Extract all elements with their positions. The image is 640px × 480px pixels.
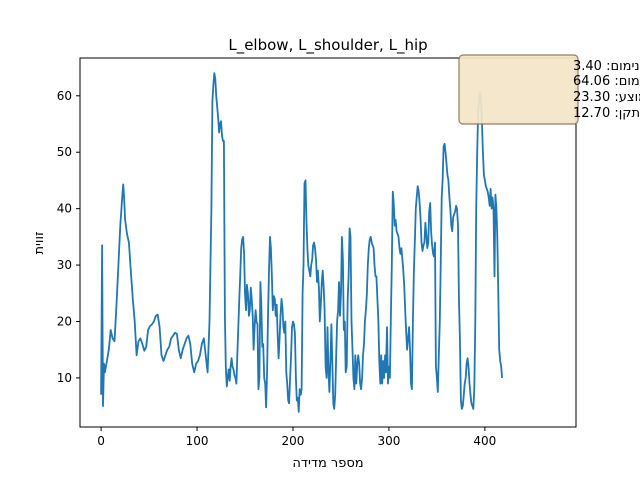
stats-min: מינימום: 3.40 [573,59,640,74]
x-tick-label: 400 [473,434,496,448]
y-tick-label: 30 [57,258,72,272]
stats-max: מקסימום: 64.06 [573,74,640,89]
y-axis-label: זווית [32,231,47,254]
x-axis-label: מספר מדידה [292,456,363,471]
x-axis: 0 100 200 300 400 [97,427,496,448]
y-tick-label: 60 [57,89,72,103]
y-tick-label: 40 [57,202,72,216]
stats-box-background [458,54,579,125]
x-tick-label: 100 [186,434,209,448]
x-tick-label: 200 [282,434,305,448]
stats-mean: ממוצע: 23.30 [573,90,640,105]
y-tick-label: 10 [57,371,72,385]
stats-std: סטיית תקן: 12.70 [573,106,640,121]
series-layer [100,72,503,413]
series-line [100,72,503,413]
chart-title: L_elbow, L_shoulder, L_hip [228,36,427,55]
y-tick-label: 20 [57,314,72,328]
y-axis: 10 20 30 40 50 60 [57,89,80,385]
stats-box: מינימום: 3.40 מקסימום: 64.06 ממוצע: 23.3… [458,54,640,125]
x-tick-label: 0 [97,434,105,448]
x-tick-label: 300 [377,434,400,448]
y-tick-label: 50 [57,145,72,159]
